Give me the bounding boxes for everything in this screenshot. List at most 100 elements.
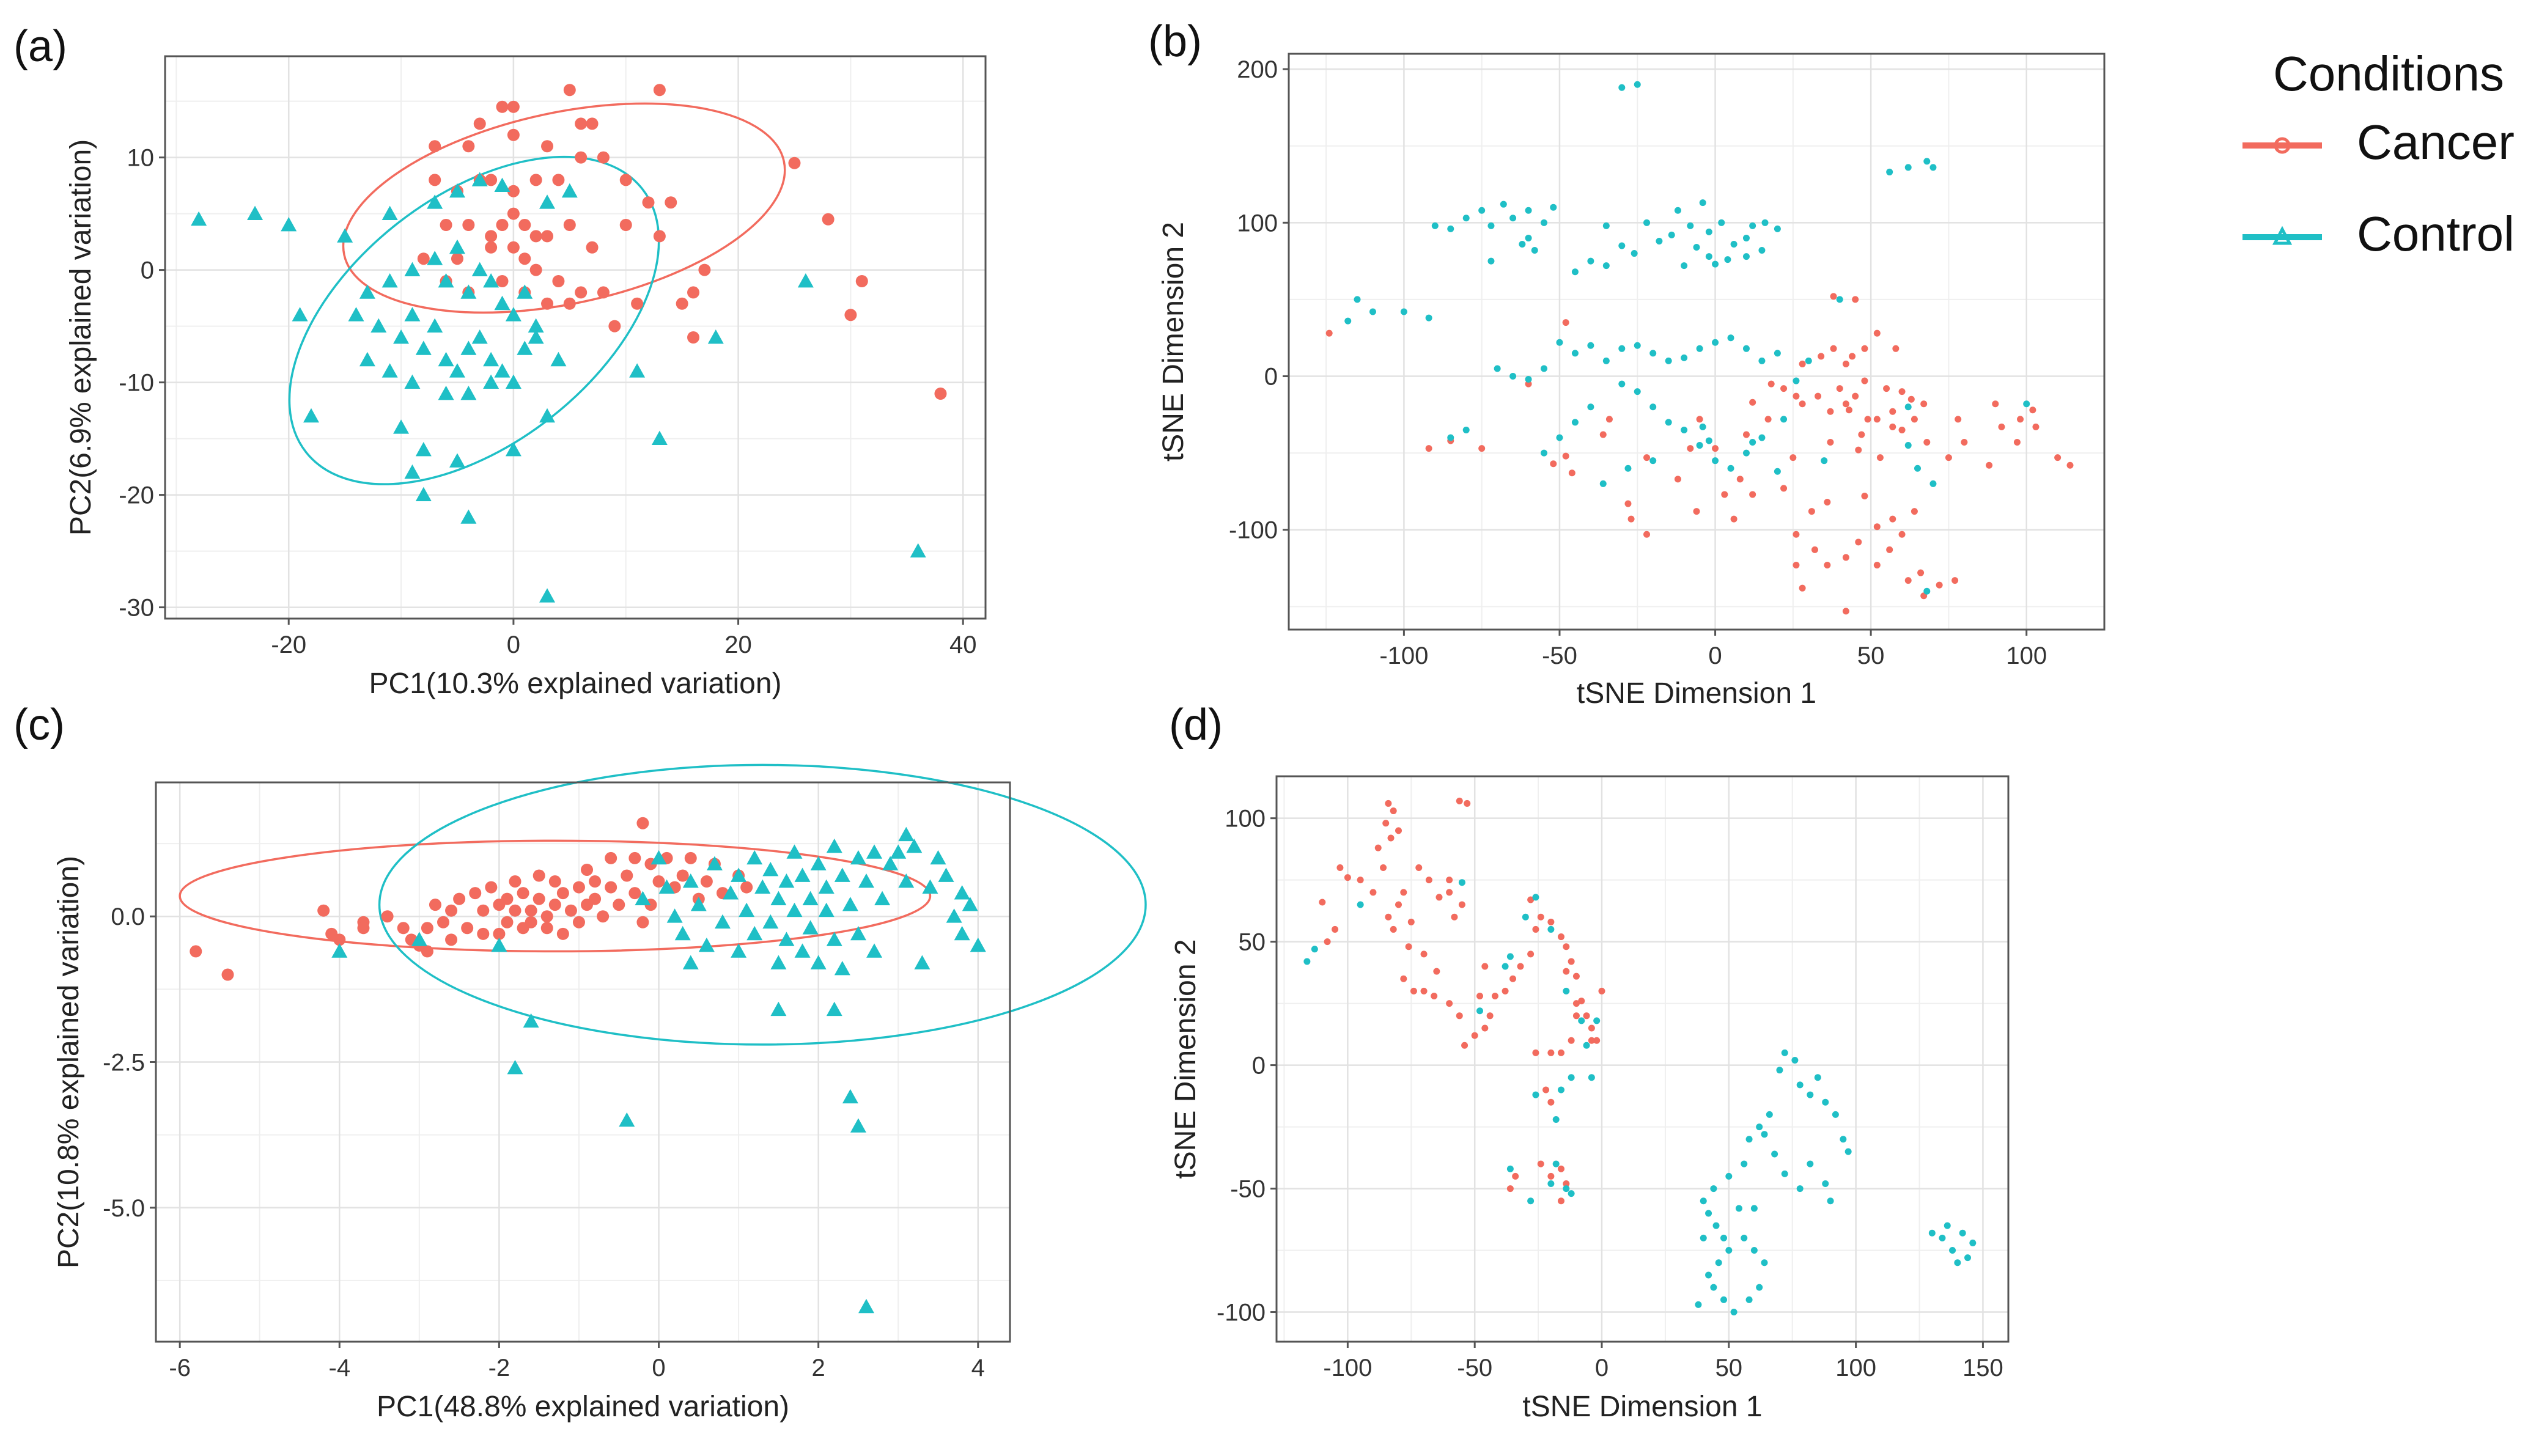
point-cancer (822, 213, 835, 226)
point-control (866, 844, 883, 859)
point-cancer (548, 875, 561, 888)
y-tick-label: -10 (119, 370, 154, 397)
point-control (1904, 442, 1912, 449)
point-cancer (1873, 523, 1881, 531)
point-control (786, 844, 803, 859)
point-control (1447, 434, 1454, 441)
point-control (1840, 1136, 1847, 1143)
point-cancer (1767, 380, 1775, 388)
y-tick-label: -100 (1229, 517, 1278, 544)
point-cancer (517, 887, 529, 900)
legend: Conditions Cancer Control (2242, 46, 2515, 261)
point-cancer (2066, 461, 2074, 469)
point-cancer (1385, 800, 1392, 807)
point-cancer (1572, 1012, 1580, 1020)
point-control (1964, 1254, 1971, 1262)
point-control (682, 955, 699, 969)
point-cancer (529, 230, 542, 243)
point-cancer (597, 910, 610, 923)
point-control (494, 363, 510, 378)
point-control (460, 386, 477, 400)
point-control (460, 509, 477, 524)
point-control (471, 329, 488, 344)
point-cancer (1799, 360, 1806, 367)
point-cancer (1588, 1024, 1595, 1032)
point-control (797, 273, 814, 288)
point-control (1822, 1098, 1829, 1106)
point-cancer (636, 916, 649, 928)
point-cancer (1643, 454, 1651, 461)
point-control (505, 374, 521, 389)
y-tick-label: -5.0 (103, 1195, 145, 1222)
point-cancer (469, 887, 482, 900)
point-cancer (1527, 896, 1535, 903)
point-control (331, 943, 348, 958)
point-cancer (1836, 385, 1843, 392)
point-control (483, 273, 499, 288)
point-cancer (190, 945, 202, 958)
x-tick-label: 0 (652, 1355, 665, 1381)
point-control (1668, 231, 1675, 238)
point-cancer (1830, 345, 1837, 352)
legend-title: Conditions (2273, 46, 2504, 101)
point-cancer (477, 904, 490, 917)
point-cancer (1542, 1086, 1550, 1094)
point-control (858, 873, 874, 888)
x-tick-label: -6 (169, 1355, 191, 1381)
point-control (954, 885, 970, 900)
point-control (1618, 380, 1626, 388)
point-cancer (462, 140, 475, 153)
y-axis-title: PC2(10.8% explained variation) (53, 856, 85, 1268)
point-cancer (548, 899, 561, 911)
point-control (404, 374, 421, 389)
y-tick-label: -50 (1230, 1176, 1266, 1203)
point-control (650, 850, 667, 865)
point-control (1400, 308, 1407, 315)
point-control (1929, 480, 1937, 487)
point-cancer (1572, 1000, 1580, 1007)
point-cancer (1509, 975, 1517, 982)
point-control (842, 1089, 858, 1104)
point-cancer (1446, 889, 1453, 896)
point-control (1522, 913, 1529, 921)
point-cancer (1780, 385, 1788, 392)
point-cancer (1400, 975, 1407, 982)
point-cancer (563, 297, 576, 310)
point-cancer (1420, 987, 1428, 995)
point-cancer (1911, 416, 1918, 423)
point-control (449, 453, 465, 468)
point-cancer (628, 887, 641, 900)
point-control (739, 902, 755, 917)
point-control (706, 856, 723, 870)
point-cancer (507, 100, 520, 113)
point-cancer (429, 899, 441, 911)
point-control (1587, 403, 1594, 411)
point-control (938, 867, 954, 882)
point-cancer (628, 851, 641, 864)
point-cancer (507, 128, 520, 141)
point-control (1730, 240, 1738, 248)
point-control (930, 850, 946, 865)
point-control (794, 867, 811, 882)
plot-area (1277, 776, 2008, 1342)
point-control (1462, 426, 1470, 433)
point-control (1649, 350, 1657, 357)
point-control (1742, 234, 1750, 241)
point-control (1761, 1259, 1768, 1267)
point-control (1700, 1197, 1707, 1205)
x-tick-label: 100 (2006, 642, 2047, 669)
point-cancer (1730, 515, 1738, 523)
point-control (834, 961, 850, 976)
point-control (1904, 164, 1912, 171)
point-control (1705, 228, 1712, 235)
point-cancer (496, 219, 509, 231)
point-cancer (1889, 423, 1896, 430)
point-cancer (1532, 925, 1539, 933)
point-control (449, 239, 465, 254)
point-control (404, 307, 421, 322)
x-tick-label: -20 (271, 631, 306, 658)
point-cancer (1456, 1012, 1463, 1020)
point-cancer (687, 286, 700, 299)
point-control (1914, 465, 1922, 472)
point-cancer (541, 297, 554, 310)
